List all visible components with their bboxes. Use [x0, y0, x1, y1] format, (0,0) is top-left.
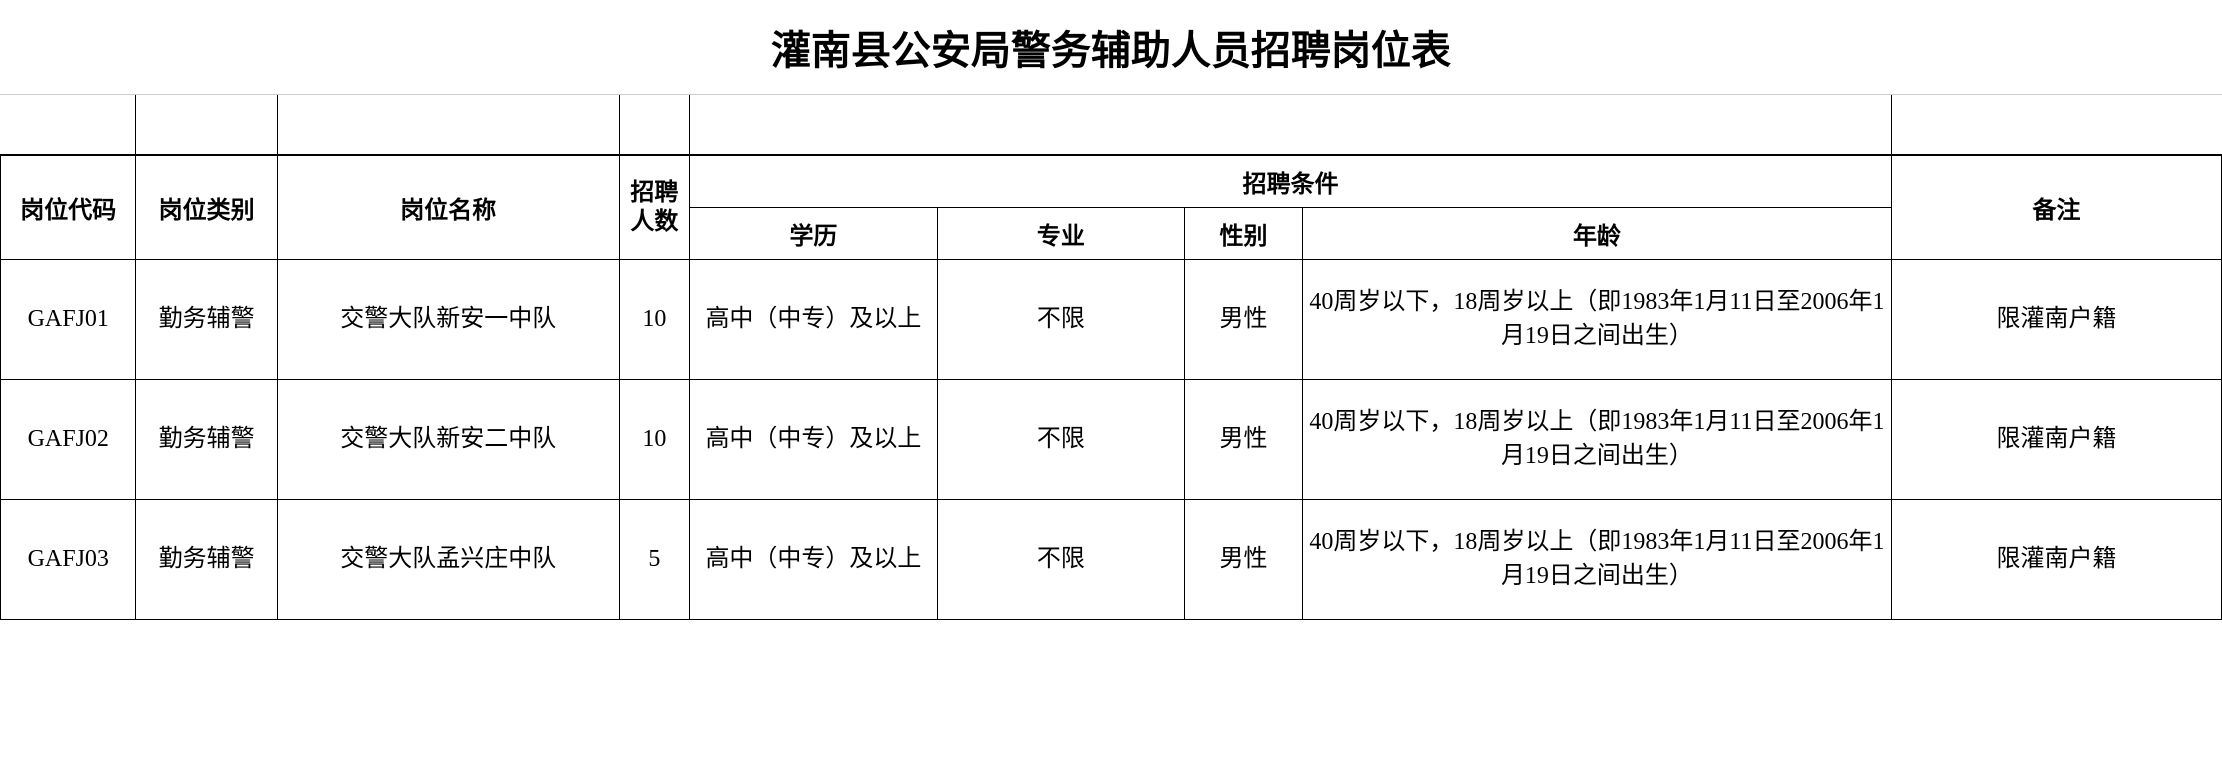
header-code: 岗位代码: [1, 155, 136, 260]
header-note: 备注: [1892, 155, 2222, 260]
table-row: GAFJ02 勤务辅警 交警大队新安二中队 10 高中（中专）及以上 不限 男性…: [1, 380, 2222, 500]
document-container: 灌南县公安局警务辅助人员招聘岗位表 岗位代码 岗位类别 岗位名称: [0, 0, 2222, 620]
header-type: 岗位类别: [136, 155, 277, 260]
cell-name: 交警大队新安二中队: [277, 380, 619, 500]
cell-code: GAFJ02: [1, 380, 136, 500]
header-conditions: 招聘条件: [690, 155, 1892, 208]
cell-type: 勤务辅警: [136, 260, 277, 380]
cell-name: 交警大队新安一中队: [277, 260, 619, 380]
cell-age: 40周岁以下，18周岁以上（即1983年1月11日至2006年1月19日之间出生…: [1302, 380, 1891, 500]
document-title: 灌南县公安局警务辅助人员招聘岗位表: [0, 0, 2222, 95]
cell-education: 高中（中专）及以上: [690, 500, 937, 620]
table-header-row-1: 岗位代码 岗位类别 岗位名称 招聘人数 招聘条件 备注: [1, 155, 2222, 208]
header-education: 学历: [690, 208, 937, 260]
cell-education: 高中（中专）及以上: [690, 380, 937, 500]
header-age: 年龄: [1302, 208, 1891, 260]
cell-major: 不限: [937, 380, 1184, 500]
cell-name: 交警大队孟兴庄中队: [277, 500, 619, 620]
cell-note: 限灌南户籍: [1892, 380, 2222, 500]
cell-type: 勤务辅警: [136, 500, 277, 620]
cell-age: 40周岁以下，18周岁以上（即1983年1月11日至2006年1月19日之间出生…: [1302, 260, 1891, 380]
header-gender: 性别: [1185, 208, 1303, 260]
table-row: GAFJ03 勤务辅警 交警大队孟兴庄中队 5 高中（中专）及以上 不限 男性 …: [1, 500, 2222, 620]
cell-code: GAFJ03: [1, 500, 136, 620]
cell-gender: 男性: [1185, 260, 1303, 380]
table-row: GAFJ01 勤务辅警 交警大队新安一中队 10 高中（中专）及以上 不限 男性…: [1, 260, 2222, 380]
cell-count: 10: [619, 260, 690, 380]
cell-code: GAFJ01: [1, 260, 136, 380]
cell-count: 5: [619, 500, 690, 620]
spacer-row: [1, 95, 2222, 155]
header-name: 岗位名称: [277, 155, 619, 260]
header-count: 招聘人数: [619, 155, 690, 260]
cell-major: 不限: [937, 260, 1184, 380]
cell-type: 勤务辅警: [136, 380, 277, 500]
cell-age: 40周岁以下，18周岁以上（即1983年1月11日至2006年1月19日之间出生…: [1302, 500, 1891, 620]
cell-education: 高中（中专）及以上: [690, 260, 937, 380]
cell-gender: 男性: [1185, 380, 1303, 500]
header-major: 专业: [937, 208, 1184, 260]
recruitment-table: 岗位代码 岗位类别 岗位名称 招聘人数 招聘条件 备注 学历 专业 性别 年龄 …: [0, 95, 2222, 620]
cell-note: 限灌南户籍: [1892, 260, 2222, 380]
cell-major: 不限: [937, 500, 1184, 620]
cell-note: 限灌南户籍: [1892, 500, 2222, 620]
cell-gender: 男性: [1185, 500, 1303, 620]
cell-count: 10: [619, 380, 690, 500]
